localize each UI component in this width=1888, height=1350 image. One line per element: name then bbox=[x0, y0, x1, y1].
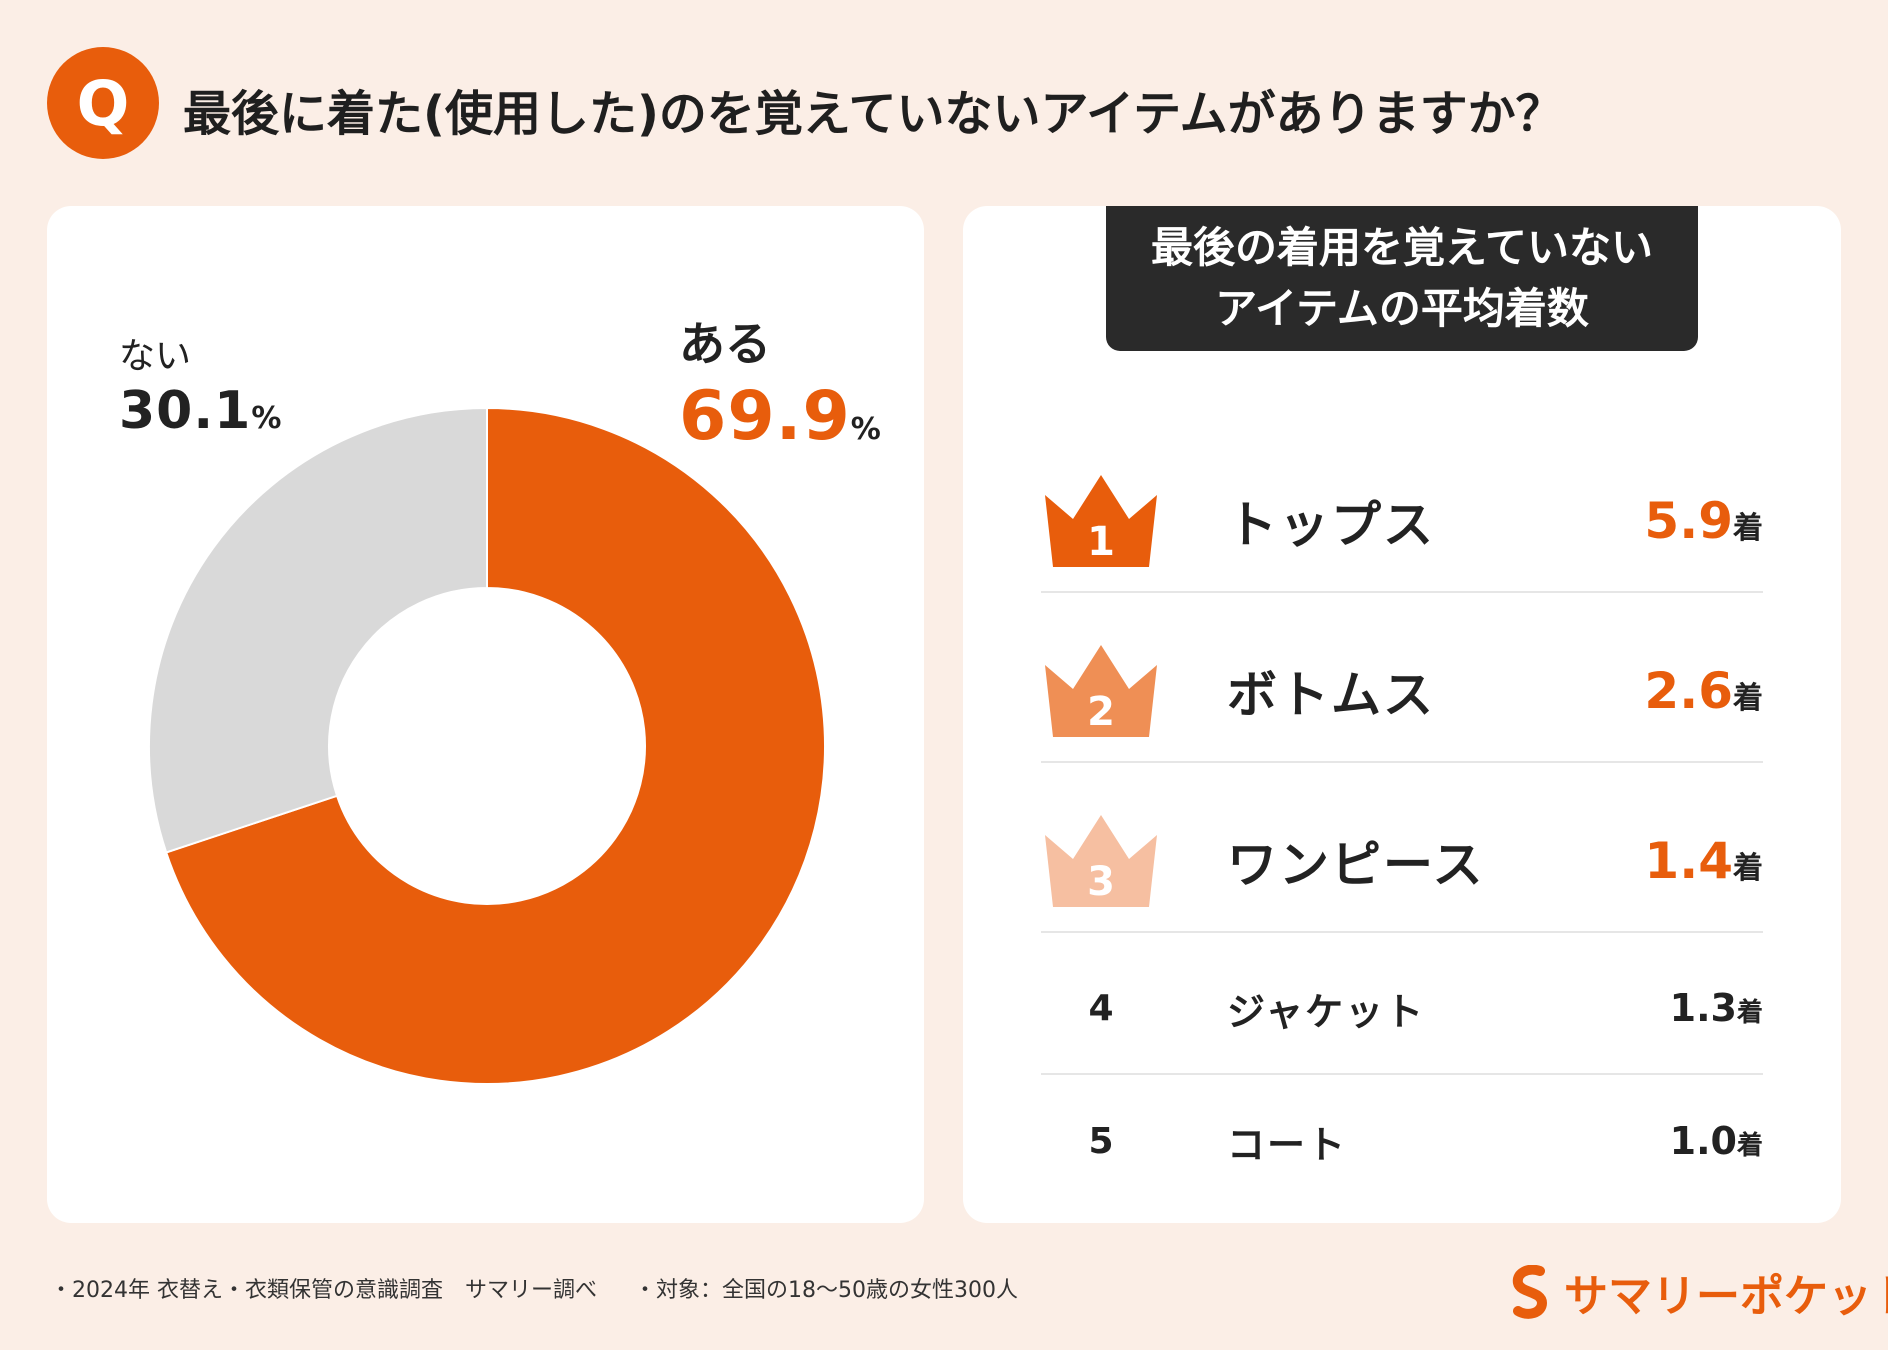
footnote-source: ・2024年 衣替え・衣類保管の意識調査 サマリー調べ bbox=[50, 1278, 597, 1303]
rank-value: 5.9着 bbox=[1644, 492, 1763, 550]
footnote-target: ・対象：全国の18～50歳の女性300人 bbox=[633, 1278, 1018, 1303]
rank-item-name: トップス bbox=[1227, 496, 1435, 554]
rank-value-number: 5.9 bbox=[1644, 492, 1733, 550]
ranking-card: 最後の着用を覚えていない アイテムの平均着数 1 トップス 5.9着 2 ボトム… bbox=[963, 206, 1841, 1223]
nai-value: 30.1 bbox=[119, 381, 252, 441]
nai-pct-sign: % bbox=[251, 401, 282, 436]
aru-value: 69.9 bbox=[679, 376, 851, 456]
question-badge: Q bbox=[47, 47, 159, 159]
brand-name: サマリーポケット bbox=[1564, 1271, 1888, 1322]
label-nai: ない 30.1% bbox=[119, 334, 281, 444]
rank-number: 4 bbox=[1088, 987, 1114, 1029]
nai-value-wrap: 30.1% bbox=[119, 379, 281, 444]
ranking-row-4: 4 ジャケット 1.3着 bbox=[1041, 943, 1763, 1075]
rank-value: 1.3着 bbox=[1670, 986, 1763, 1030]
brand-s-icon bbox=[1512, 1265, 1548, 1319]
rank-item-name: ジャケット bbox=[1227, 989, 1426, 1034]
rank-value-unit: 着 bbox=[1733, 681, 1763, 716]
ranking-title-line2: アイテムの平均着数 bbox=[1215, 283, 1589, 333]
label-aru: ある 69.9% bbox=[679, 316, 881, 459]
page-title: 最後に着た(使用した)のを覚えていないアイテムがありますか？ bbox=[183, 86, 1564, 142]
aru-pct-sign: % bbox=[850, 411, 881, 447]
donut-slice-nai bbox=[148, 406, 488, 854]
rank-value-unit: 着 bbox=[1733, 851, 1763, 886]
rank-item-name: ボトムス bbox=[1227, 666, 1435, 724]
ranking-title: 最後の着用を覚えていない アイテムの平均着数 bbox=[1106, 206, 1698, 351]
ranking-row-2: 2 ボトムス 2.6着 bbox=[1041, 621, 1763, 763]
rank-value-number: 2.6 bbox=[1644, 662, 1733, 720]
rank-item-name: コート bbox=[1227, 1122, 1348, 1167]
rank-number: 2 bbox=[1087, 689, 1115, 735]
crown-1-icon: 1 bbox=[1041, 473, 1161, 569]
footnote: ・2024年 衣替え・衣類保管の意識調査 サマリー調べ ・対象：全国の18～50… bbox=[50, 1272, 1048, 1304]
rank-number: 5 bbox=[1088, 1120, 1114, 1162]
rank-value: 2.6着 bbox=[1644, 662, 1763, 720]
ranking-title-line1: 最後の着用を覚えていない bbox=[1151, 222, 1653, 272]
rank-value-number: 1.3 bbox=[1669, 986, 1737, 1030]
rank-value: 1.4着 bbox=[1644, 832, 1763, 890]
rank-value: 1.0着 bbox=[1670, 1119, 1763, 1163]
aru-value-wrap: 69.9% bbox=[679, 374, 881, 459]
rank-number: 1 bbox=[1087, 519, 1115, 565]
ranking-row-3: 3 ワンピース 1.4着 bbox=[1041, 791, 1763, 933]
donut-chart bbox=[148, 406, 826, 1085]
rank-value-number: 1.4 bbox=[1644, 832, 1733, 890]
aru-label: ある bbox=[679, 317, 771, 371]
rank-value-unit: 着 bbox=[1736, 1131, 1763, 1161]
rank-value-unit: 着 bbox=[1733, 511, 1763, 546]
donut-chart-card: ない 30.1% ある 69.9% bbox=[47, 206, 924, 1223]
rank-item-name: ワンピース bbox=[1227, 836, 1485, 894]
rank-number: 3 bbox=[1087, 859, 1115, 905]
nai-label: ない bbox=[119, 336, 192, 377]
ranking-row-5: 5 コート 1.0着 bbox=[1041, 1076, 1763, 1206]
ranking-row-1: 1 トップス 5.9着 bbox=[1041, 451, 1763, 593]
crown-3-icon: 3 bbox=[1041, 813, 1161, 909]
brand-logo: サマリーポケット bbox=[1510, 1260, 1888, 1324]
rank-value-unit: 着 bbox=[1736, 998, 1763, 1028]
crown-2-icon: 2 bbox=[1041, 643, 1161, 739]
donut-slice-aru bbox=[164, 406, 826, 1085]
rank-value-number: 1.0 bbox=[1669, 1119, 1737, 1163]
